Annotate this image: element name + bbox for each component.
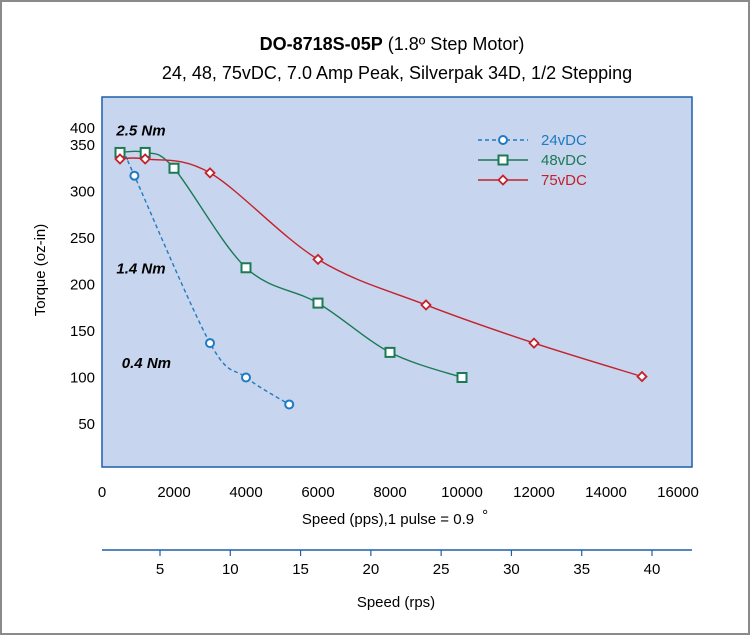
torque-annotation: 1.4 Nm [116,260,165,277]
data-point-24vdc [129,170,140,181]
data-point-48vdc [240,262,252,274]
x-axis-label-unit: ° [482,507,488,524]
legend-marker-48vdc [497,154,509,166]
x-tick-label: 14000 [585,484,627,501]
x-axis-label: Speed (pps),1 pulse = 0.9 ° [302,507,488,528]
chart-subtitle: 24, 48, 75vDC, 7.0 Amp Peak, Silverpak 3… [162,63,632,83]
x-tick-label: 10000 [441,484,483,501]
secondary-x-tick-label: 40 [644,561,661,578]
y-tick-label: 150 [70,323,95,340]
x-tick-label: 12000 [513,484,555,501]
secondary-x-axis-ticks: 5 10 15 20 25 30 35 40 [156,550,661,578]
legend-marker-75vdc [497,174,509,186]
x-axis-label-text: Speed (pps),1 pulse = 0.9 [302,511,474,528]
legend-label-48vdc: 48vDC [541,152,587,169]
chart-title-model: DO-8718S-05P [260,34,383,54]
y-tick-label: 200 [70,277,95,294]
secondary-x-tick-label: 5 [156,561,164,578]
data-point-75vdc [420,299,432,311]
y-tick-label: 400 [70,120,95,137]
data-point-75vdc [312,253,324,266]
x-tick-label: 0 [98,484,106,501]
data-point-75vdc [636,370,648,383]
legend-label-24vdc: 24vDC [541,132,587,149]
y-tick-label: 250 [70,230,95,247]
x-tick-label: 2000 [157,484,190,501]
legend: 24vDC 48vDC 75vDC [478,132,587,189]
secondary-x-tick-label: 25 [433,561,450,578]
data-point-75vdc [139,153,151,165]
plot-area [101,96,693,468]
data-point-75vdc [528,337,540,349]
data-point-75vdc [204,167,216,179]
data-point-48vdc [384,346,396,358]
data-point-24vdc [241,372,251,383]
y-tick-label: 100 [70,370,95,387]
y-tick-label: 50 [78,416,95,433]
secondary-x-tick-label: 20 [363,561,380,578]
chart-title-desc: (1.8º Step Motor) [383,34,525,54]
series-line-24vdc [125,156,290,406]
legend-marker-24vdc [498,135,508,145]
annotations: 2.5 Nm 1.4 Nm 0.4 Nm [115,123,171,373]
secondary-x-axis-label: Speed (rps) [357,594,435,611]
secondary-x-tick-label: 10 [222,561,239,578]
data-point-75vdc [114,153,126,165]
torque-annotation: 0.4 Nm [122,355,171,372]
data-series [114,146,648,410]
legend-label-75vdc: 75vDC [541,172,587,189]
x-axis-ticks: 0 2000 4000 6000 8000 10000 12000 14000 16000 [98,484,699,501]
y-axis-label: Torque (oz-in) [32,224,49,317]
secondary-x-tick-label: 30 [503,561,520,578]
torque-annotation: 2.5 Nm [115,123,165,140]
data-point-48vdc [456,372,468,383]
data-point-48vdc [168,162,180,174]
y-tick-label: 350 [70,137,95,154]
x-tick-label: 8000 [373,484,406,501]
chart-title: DO-8718S-05P (1.8º Step Motor) [260,34,525,54]
data-point-24vdc [284,399,295,410]
data-point-48vdc [312,297,324,309]
x-tick-label: 4000 [229,484,262,501]
data-point-24vdc [205,338,215,349]
y-tick-label: 300 [70,184,95,201]
x-tick-label: 6000 [301,484,334,501]
secondary-x-tick-label: 15 [292,561,309,578]
x-tick-label: 16000 [657,484,699,501]
secondary-x-tick-label: 35 [573,561,590,578]
